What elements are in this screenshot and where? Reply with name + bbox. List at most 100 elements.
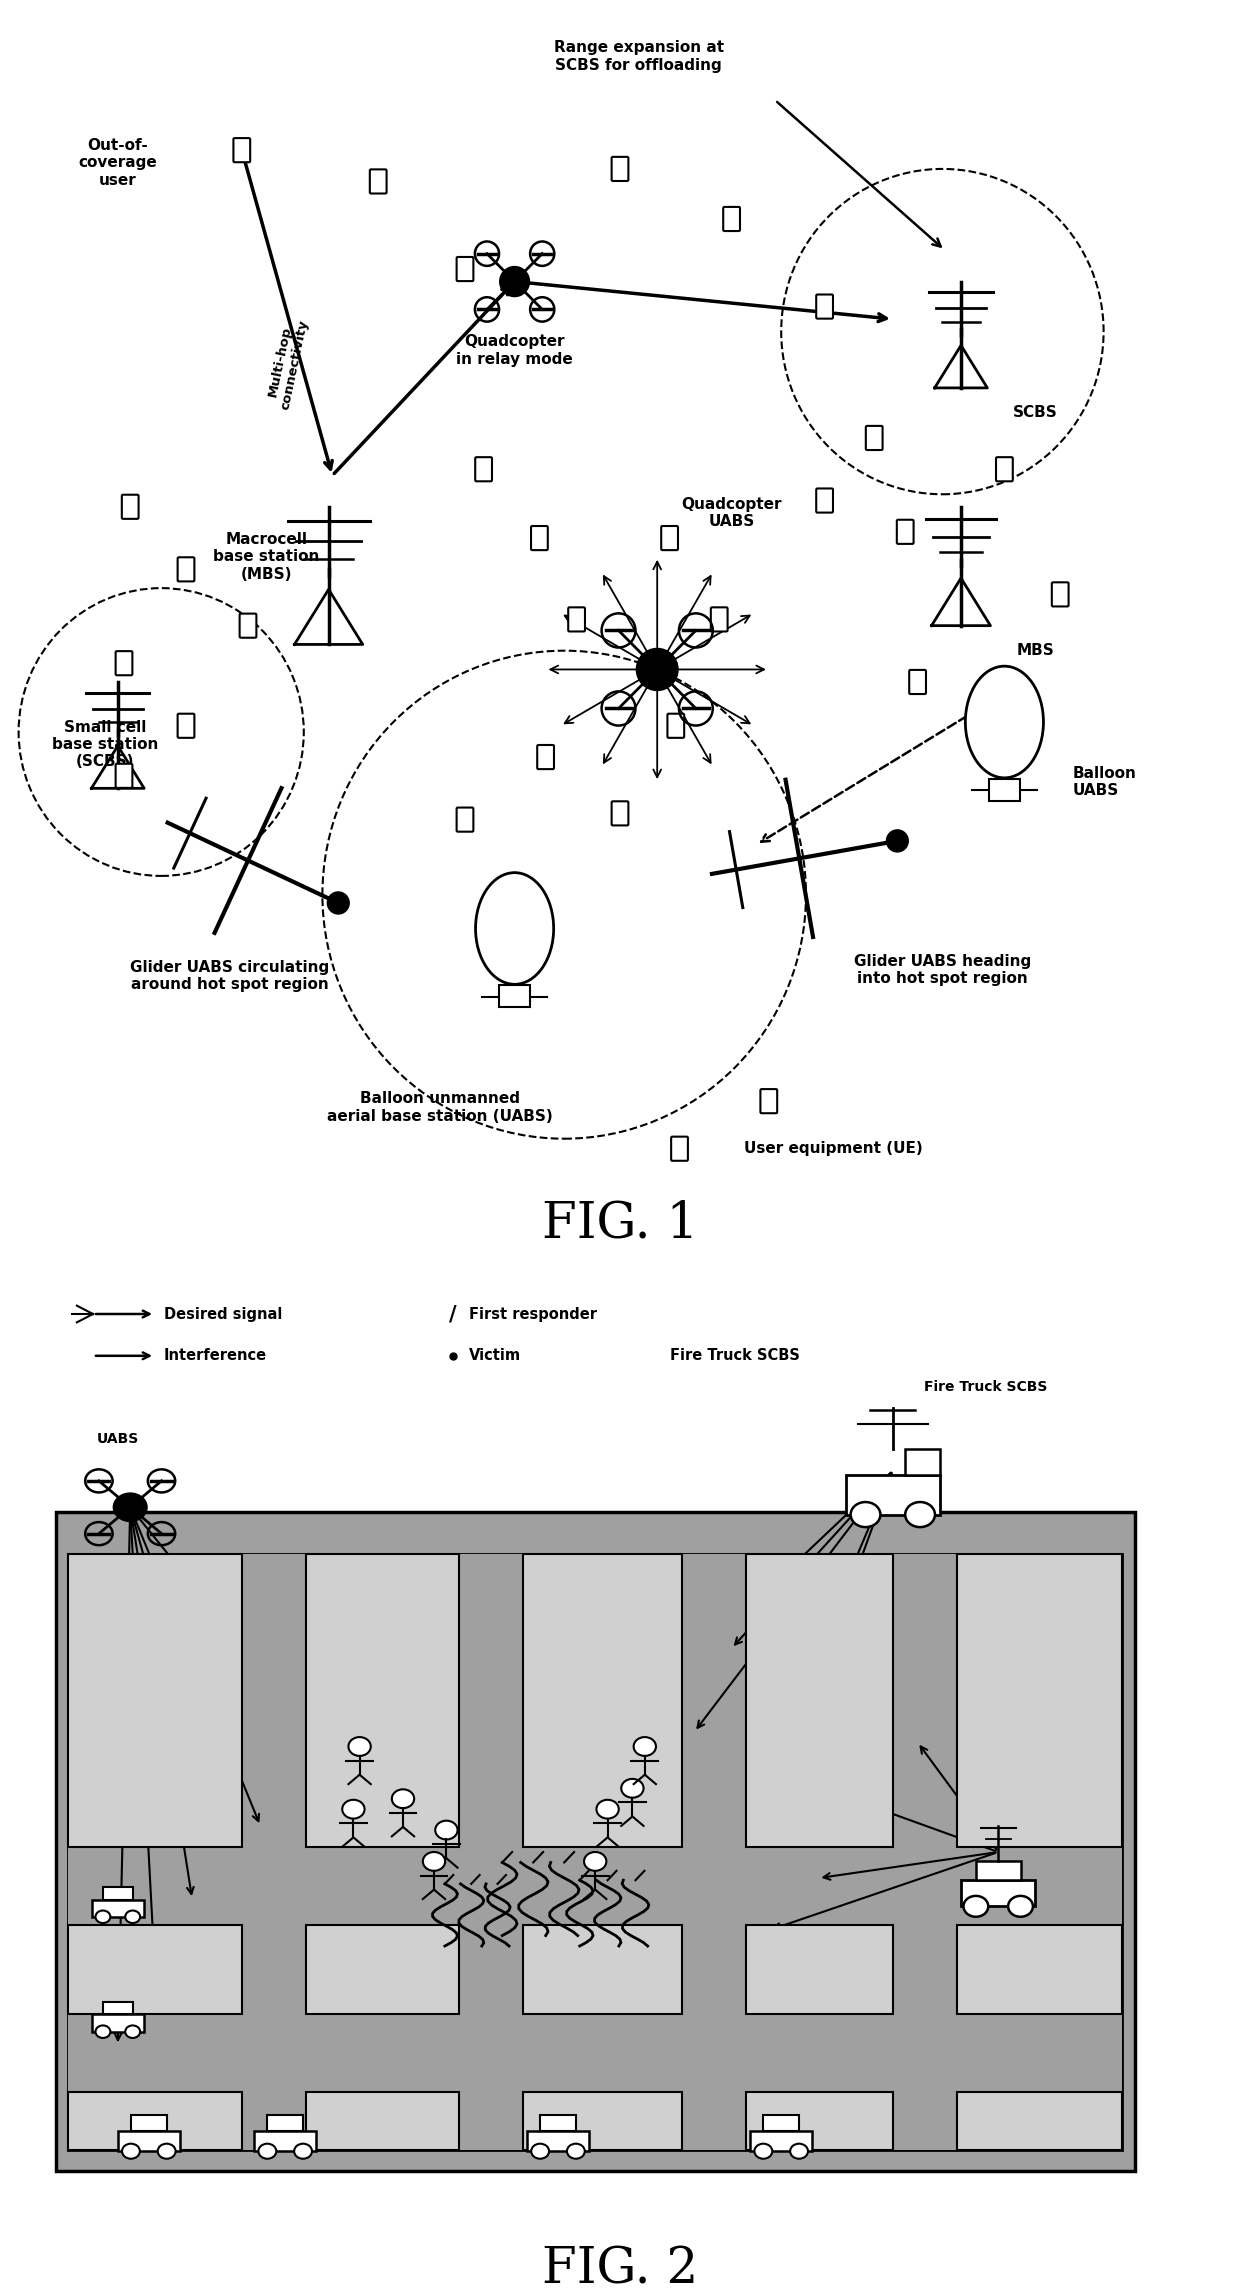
Bar (957, 1924, 1122, 2014)
Text: Macrocell
base station
(MBS): Macrocell base station (MBS) (213, 533, 320, 581)
Bar (56, 1513, 1135, 2170)
Bar (523, 1924, 682, 2014)
Text: Desired signal: Desired signal (164, 1306, 281, 1322)
FancyBboxPatch shape (661, 526, 678, 551)
FancyBboxPatch shape (760, 1088, 777, 1114)
Text: User equipment (UE): User equipment (UE) (744, 1141, 923, 1157)
Bar (988, 778, 1021, 801)
Circle shape (392, 1789, 414, 1809)
Text: Out-of-
coverage
user: Out-of- coverage user (78, 138, 157, 188)
Text: FIG. 1: FIG. 1 (542, 1199, 698, 1249)
Circle shape (905, 1502, 935, 1527)
FancyBboxPatch shape (475, 457, 492, 482)
Circle shape (636, 647, 678, 691)
Text: Quadcopter
in relay mode: Quadcopter in relay mode (456, 335, 573, 367)
FancyBboxPatch shape (897, 519, 914, 544)
Text: Fire Truck SCBS: Fire Truck SCBS (670, 1348, 800, 1364)
Bar (131, 2115, 166, 2131)
FancyBboxPatch shape (177, 558, 195, 581)
Circle shape (634, 1738, 656, 1756)
Bar (68, 1554, 1122, 2149)
Text: Range expansion at
SCBS for offloading: Range expansion at SCBS for offloading (553, 39, 724, 73)
Circle shape (258, 2144, 277, 2158)
Text: Glider UABS circulating
around hot spot region: Glider UABS circulating around hot spot … (130, 960, 329, 992)
Text: FIG. 2: FIG. 2 (542, 2245, 698, 2294)
FancyBboxPatch shape (816, 294, 833, 319)
Text: /: / (449, 1304, 456, 1325)
Bar (746, 1554, 893, 1846)
FancyBboxPatch shape (1052, 583, 1069, 606)
Text: Quadcopter
UABS: Quadcopter UABS (681, 496, 782, 530)
FancyBboxPatch shape (370, 170, 387, 193)
Bar (498, 985, 531, 1008)
Bar (957, 2092, 1122, 2149)
Bar (764, 2115, 799, 2131)
Circle shape (113, 1492, 148, 1522)
FancyBboxPatch shape (233, 138, 250, 163)
Circle shape (887, 829, 908, 852)
Circle shape (125, 1910, 140, 1924)
Text: Victim: Victim (469, 1348, 521, 1364)
Circle shape (294, 2144, 312, 2158)
Bar (68, 1554, 242, 1846)
Circle shape (754, 2144, 773, 2158)
FancyBboxPatch shape (568, 608, 585, 631)
Circle shape (95, 2025, 110, 2039)
Circle shape (531, 2144, 549, 2158)
Bar (541, 2115, 575, 2131)
Text: First responder: First responder (469, 1306, 596, 1322)
Bar (68, 2014, 1122, 2092)
Text: Police Car
SCBS: Police Car SCBS (1011, 1942, 1089, 1972)
Bar (746, 1924, 893, 2014)
Circle shape (500, 266, 529, 296)
Bar (459, 1554, 523, 2149)
Bar (68, 1924, 242, 2014)
FancyBboxPatch shape (239, 613, 257, 638)
Bar (905, 1449, 940, 1474)
Bar (254, 2131, 316, 2151)
Bar (961, 1880, 1035, 1906)
FancyBboxPatch shape (611, 801, 629, 827)
Circle shape (348, 1738, 371, 1756)
Bar (268, 2115, 303, 2131)
Ellipse shape (475, 872, 554, 985)
Bar (750, 2131, 812, 2151)
Circle shape (423, 1853, 445, 1871)
Circle shape (122, 2144, 140, 2158)
Bar (103, 1887, 133, 1899)
FancyBboxPatch shape (909, 670, 926, 693)
FancyBboxPatch shape (816, 489, 833, 512)
Bar (92, 2014, 144, 2032)
Text: Interference: Interference (164, 1348, 267, 1364)
Circle shape (851, 1502, 880, 1527)
Text: Small cell
base station
(SCBS): Small cell base station (SCBS) (52, 719, 159, 769)
FancyBboxPatch shape (671, 1137, 688, 1162)
FancyBboxPatch shape (122, 494, 139, 519)
Bar (242, 1554, 306, 2149)
FancyBboxPatch shape (456, 257, 474, 280)
Bar (957, 1554, 1122, 1846)
Text: Balloon
UABS: Balloon UABS (1073, 767, 1137, 799)
Text: MBS: MBS (1017, 643, 1054, 659)
Bar (306, 1554, 459, 1846)
Circle shape (95, 1910, 110, 1924)
Text: SCBS: SCBS (1013, 406, 1058, 420)
Bar (103, 2002, 133, 2014)
Bar (306, 1924, 459, 2014)
Bar (682, 1554, 746, 2149)
FancyBboxPatch shape (996, 457, 1013, 482)
Circle shape (435, 1821, 458, 1839)
Circle shape (125, 2025, 140, 2039)
FancyBboxPatch shape (531, 526, 548, 551)
Text: UABS: UABS (97, 1433, 139, 1446)
Circle shape (342, 1800, 365, 1818)
Circle shape (567, 2144, 585, 2158)
Circle shape (963, 1896, 988, 1917)
FancyBboxPatch shape (866, 425, 883, 450)
FancyBboxPatch shape (711, 608, 728, 631)
FancyBboxPatch shape (667, 714, 684, 737)
FancyBboxPatch shape (115, 765, 133, 788)
FancyBboxPatch shape (537, 744, 554, 769)
Ellipse shape (966, 666, 1044, 778)
Bar (523, 1554, 682, 1846)
